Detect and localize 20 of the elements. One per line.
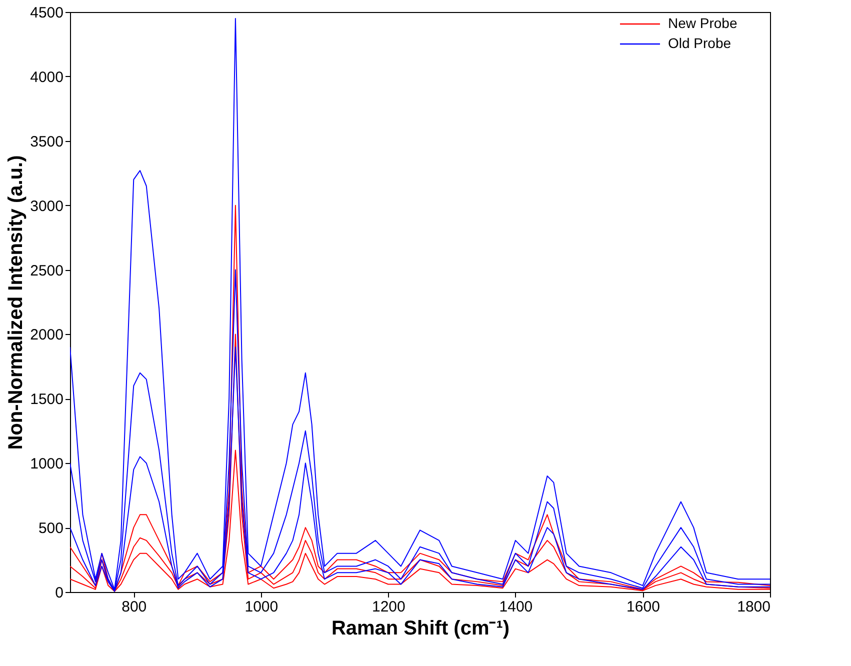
y-tick-label: 0 bbox=[55, 584, 64, 602]
x-tick-label: 1200 bbox=[372, 598, 406, 616]
x-tick-label: 1800 bbox=[737, 598, 770, 616]
legend-label: New Probe bbox=[668, 15, 738, 31]
y-tick-label: 3000 bbox=[30, 198, 64, 215]
y-tick-label: 2000 bbox=[30, 326, 64, 344]
x-tick-label: 1400 bbox=[499, 598, 533, 616]
y-tick-label: 500 bbox=[38, 520, 64, 538]
x-tick-label: 1600 bbox=[626, 598, 660, 616]
x-axis-title: Raman Shift (cm⁻¹) bbox=[331, 618, 510, 640]
y-tick-label: 4500 bbox=[30, 4, 64, 22]
x-tick-label: 800 bbox=[122, 598, 147, 616]
y-tick-label: 4000 bbox=[30, 68, 64, 86]
y-tick-label: 2500 bbox=[30, 262, 64, 280]
x-tick-label: 1000 bbox=[244, 598, 278, 616]
y-tick-label: 3500 bbox=[30, 133, 64, 150]
y-axis-title: Non-Normalized Intensity (a.u.) bbox=[5, 155, 28, 450]
legend-label: Old Probe bbox=[668, 35, 732, 51]
y-tick-label: 1500 bbox=[30, 391, 64, 408]
y-tick-label: 1000 bbox=[30, 456, 64, 473]
